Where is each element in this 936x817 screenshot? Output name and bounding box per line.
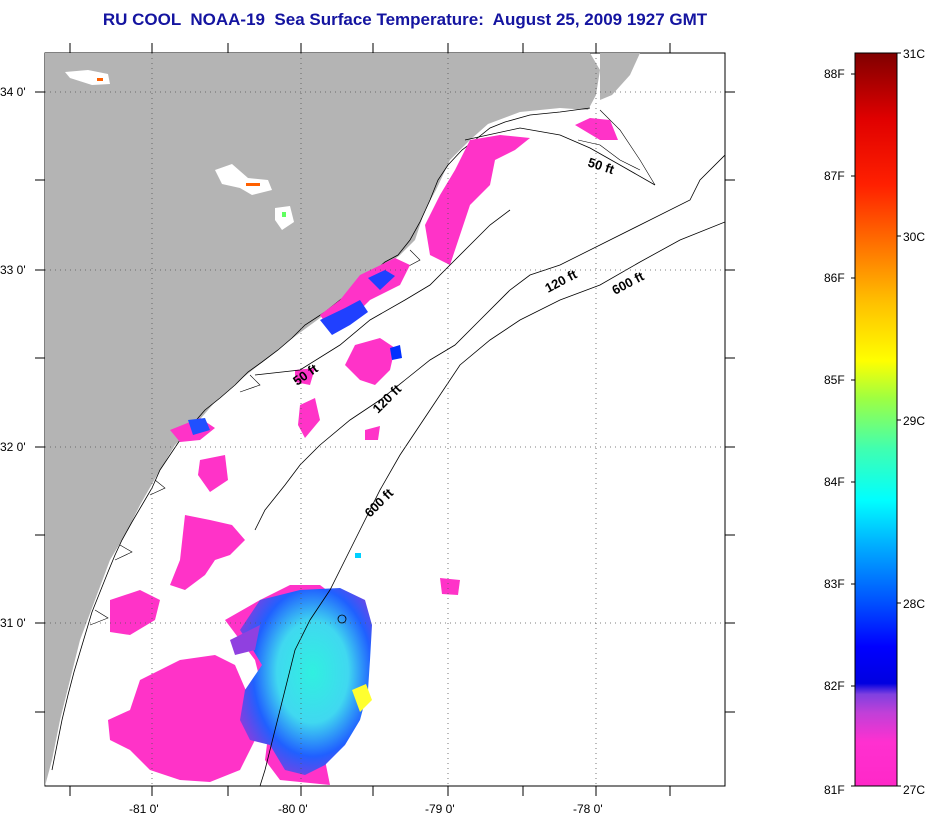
cbar-c-30: 30C — [903, 230, 925, 244]
cbar-c-28: 28C — [903, 597, 925, 611]
lat-label-34: 34 0' — [0, 85, 26, 99]
land-mass — [45, 53, 600, 786]
cbar-f-88: 88F — [824, 67, 845, 81]
cbar-f-82: 82F — [824, 679, 845, 693]
cbar-c-29: 29C — [903, 414, 925, 428]
cbar-c-31: 31C — [903, 47, 925, 61]
lat-label-31: 31 0' — [0, 616, 26, 630]
cbar-f-83: 83F — [824, 577, 845, 591]
cbar-f-87: 87F — [824, 169, 845, 183]
cbar-f-86: 86F — [824, 271, 845, 285]
colorbar — [854, 52, 898, 787]
cbar-c-27: 27C — [903, 783, 925, 797]
lat-label-32: 32 0' — [0, 440, 26, 454]
lat-label-33: 33 0' — [0, 263, 26, 277]
isobath-50ft-north — [464, 127, 656, 186]
lon-label-78: -78 0' — [573, 802, 603, 816]
cbar-f-84: 84F — [824, 475, 845, 489]
coastline — [51, 107, 591, 771]
lon-label-79: -79 0' — [425, 802, 455, 816]
sst-cold-upwelling — [240, 588, 372, 775]
isobath-600ft — [259, 221, 725, 786]
cbar-f-81: 81F — [824, 783, 845, 797]
cbar-f-85: 85F — [824, 373, 845, 387]
map-title: RU COOL NOAA-19 Sea Surface Temperature:… — [102, 10, 708, 29]
lon-label-81: -81 0' — [129, 802, 159, 816]
isobath-120ft — [254, 154, 725, 531]
lon-label-80: -80 0' — [278, 802, 308, 816]
